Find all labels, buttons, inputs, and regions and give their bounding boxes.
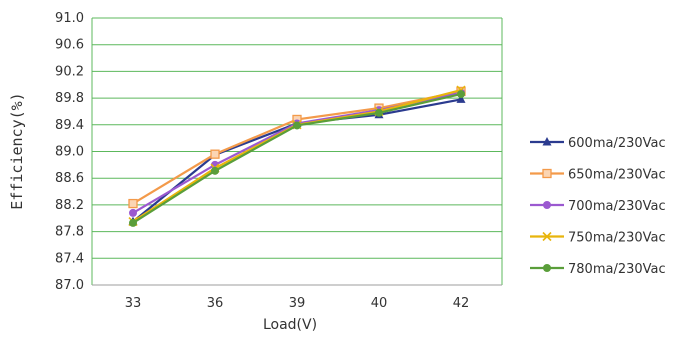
legend-item: 780ma/230Vac bbox=[530, 262, 666, 277]
y-tick-label: 91.0 bbox=[55, 11, 84, 26]
data-point bbox=[211, 166, 219, 175]
series-lines bbox=[128, 85, 466, 227]
x-tick-label: 42 bbox=[453, 296, 470, 311]
y-tick-label: 87.8 bbox=[55, 225, 84, 240]
y-tick-label: 87.4 bbox=[55, 251, 84, 266]
series-780ma/230Vac bbox=[129, 90, 465, 227]
x-tick-label: 40 bbox=[371, 296, 388, 311]
data-point bbox=[210, 149, 220, 159]
legend-label: 750ma/230Vac bbox=[568, 231, 666, 246]
y-tick-labels: 87.0 87.4 87.8 88.2 88.6 89.0 89.4 89.8 90.2 90.6… bbox=[55, 11, 84, 293]
series-600ma/230Vac bbox=[128, 94, 466, 226]
legend-item: 700ma/230Vac bbox=[530, 199, 666, 214]
x-tick-labels: 33 36 39 40 42 bbox=[125, 296, 470, 311]
legend-item: 600ma/230Vac bbox=[530, 136, 666, 151]
y-tick-label: 89.4 bbox=[55, 118, 84, 133]
series-line bbox=[132, 89, 462, 223]
legend-marker bbox=[542, 168, 552, 179]
x-axis-title: Load(V) bbox=[263, 317, 317, 333]
data-point bbox=[375, 108, 383, 117]
legend-label: 700ma/230Vac bbox=[568, 199, 666, 214]
x-tick-label: 36 bbox=[207, 296, 224, 311]
data-point bbox=[129, 208, 137, 217]
y-tick-label: 88.2 bbox=[55, 198, 84, 213]
legend-item: 650ma/230Vac bbox=[530, 168, 666, 183]
gridlines bbox=[91, 17, 503, 286]
legend-label: 600ma/230Vac bbox=[568, 136, 666, 151]
legend-label: 650ma/230Vac bbox=[568, 168, 666, 183]
x-tick-label: 39 bbox=[289, 296, 306, 311]
y-tick-label: 87.0 bbox=[55, 278, 84, 293]
legend-marker bbox=[542, 231, 552, 242]
x-tick-label: 33 bbox=[125, 296, 142, 311]
series-line bbox=[132, 93, 462, 224]
series-line bbox=[132, 91, 462, 214]
legend-marker bbox=[543, 264, 551, 272]
legend-label: 780ma/230Vac bbox=[568, 262, 666, 277]
y-tick-label: 89.0 bbox=[55, 145, 84, 160]
data-point bbox=[293, 121, 301, 130]
y-axis-title: Efficiency(%) bbox=[8, 92, 26, 209]
y-tick-label: 89.8 bbox=[55, 91, 84, 106]
y-tick-label: 88.6 bbox=[55, 171, 84, 186]
legend: 600ma/230Vac 650ma/230Vac 700ma/230Vac 750m… bbox=[530, 136, 666, 277]
y-tick-label: 90.6 bbox=[55, 38, 84, 53]
data-point bbox=[457, 90, 465, 99]
legend-marker bbox=[543, 201, 551, 209]
legend-marker bbox=[542, 137, 552, 146]
legend-item: 750ma/230Vac bbox=[530, 231, 666, 246]
data-point bbox=[456, 94, 466, 103]
y-tick-label: 90.2 bbox=[55, 64, 84, 79]
data-point bbox=[128, 198, 138, 209]
data-point bbox=[129, 218, 137, 227]
